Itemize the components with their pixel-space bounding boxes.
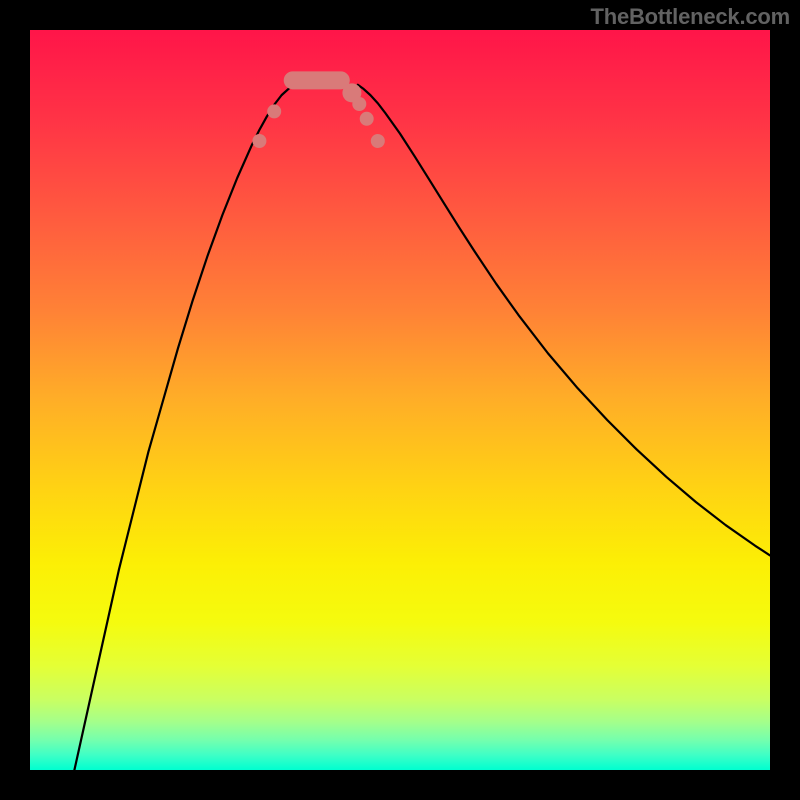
curve-marker [267,104,281,118]
watermark-label: TheBottleneck.com [590,4,790,30]
gradient-background [30,30,770,770]
curve-marker [371,134,385,148]
plot-area [30,30,770,770]
bottleneck-curve-chart [30,30,770,770]
chart-frame: TheBottleneck.com [0,0,800,800]
curve-marker [252,134,266,148]
curve-marker [360,112,374,126]
curve-marker [352,97,366,111]
